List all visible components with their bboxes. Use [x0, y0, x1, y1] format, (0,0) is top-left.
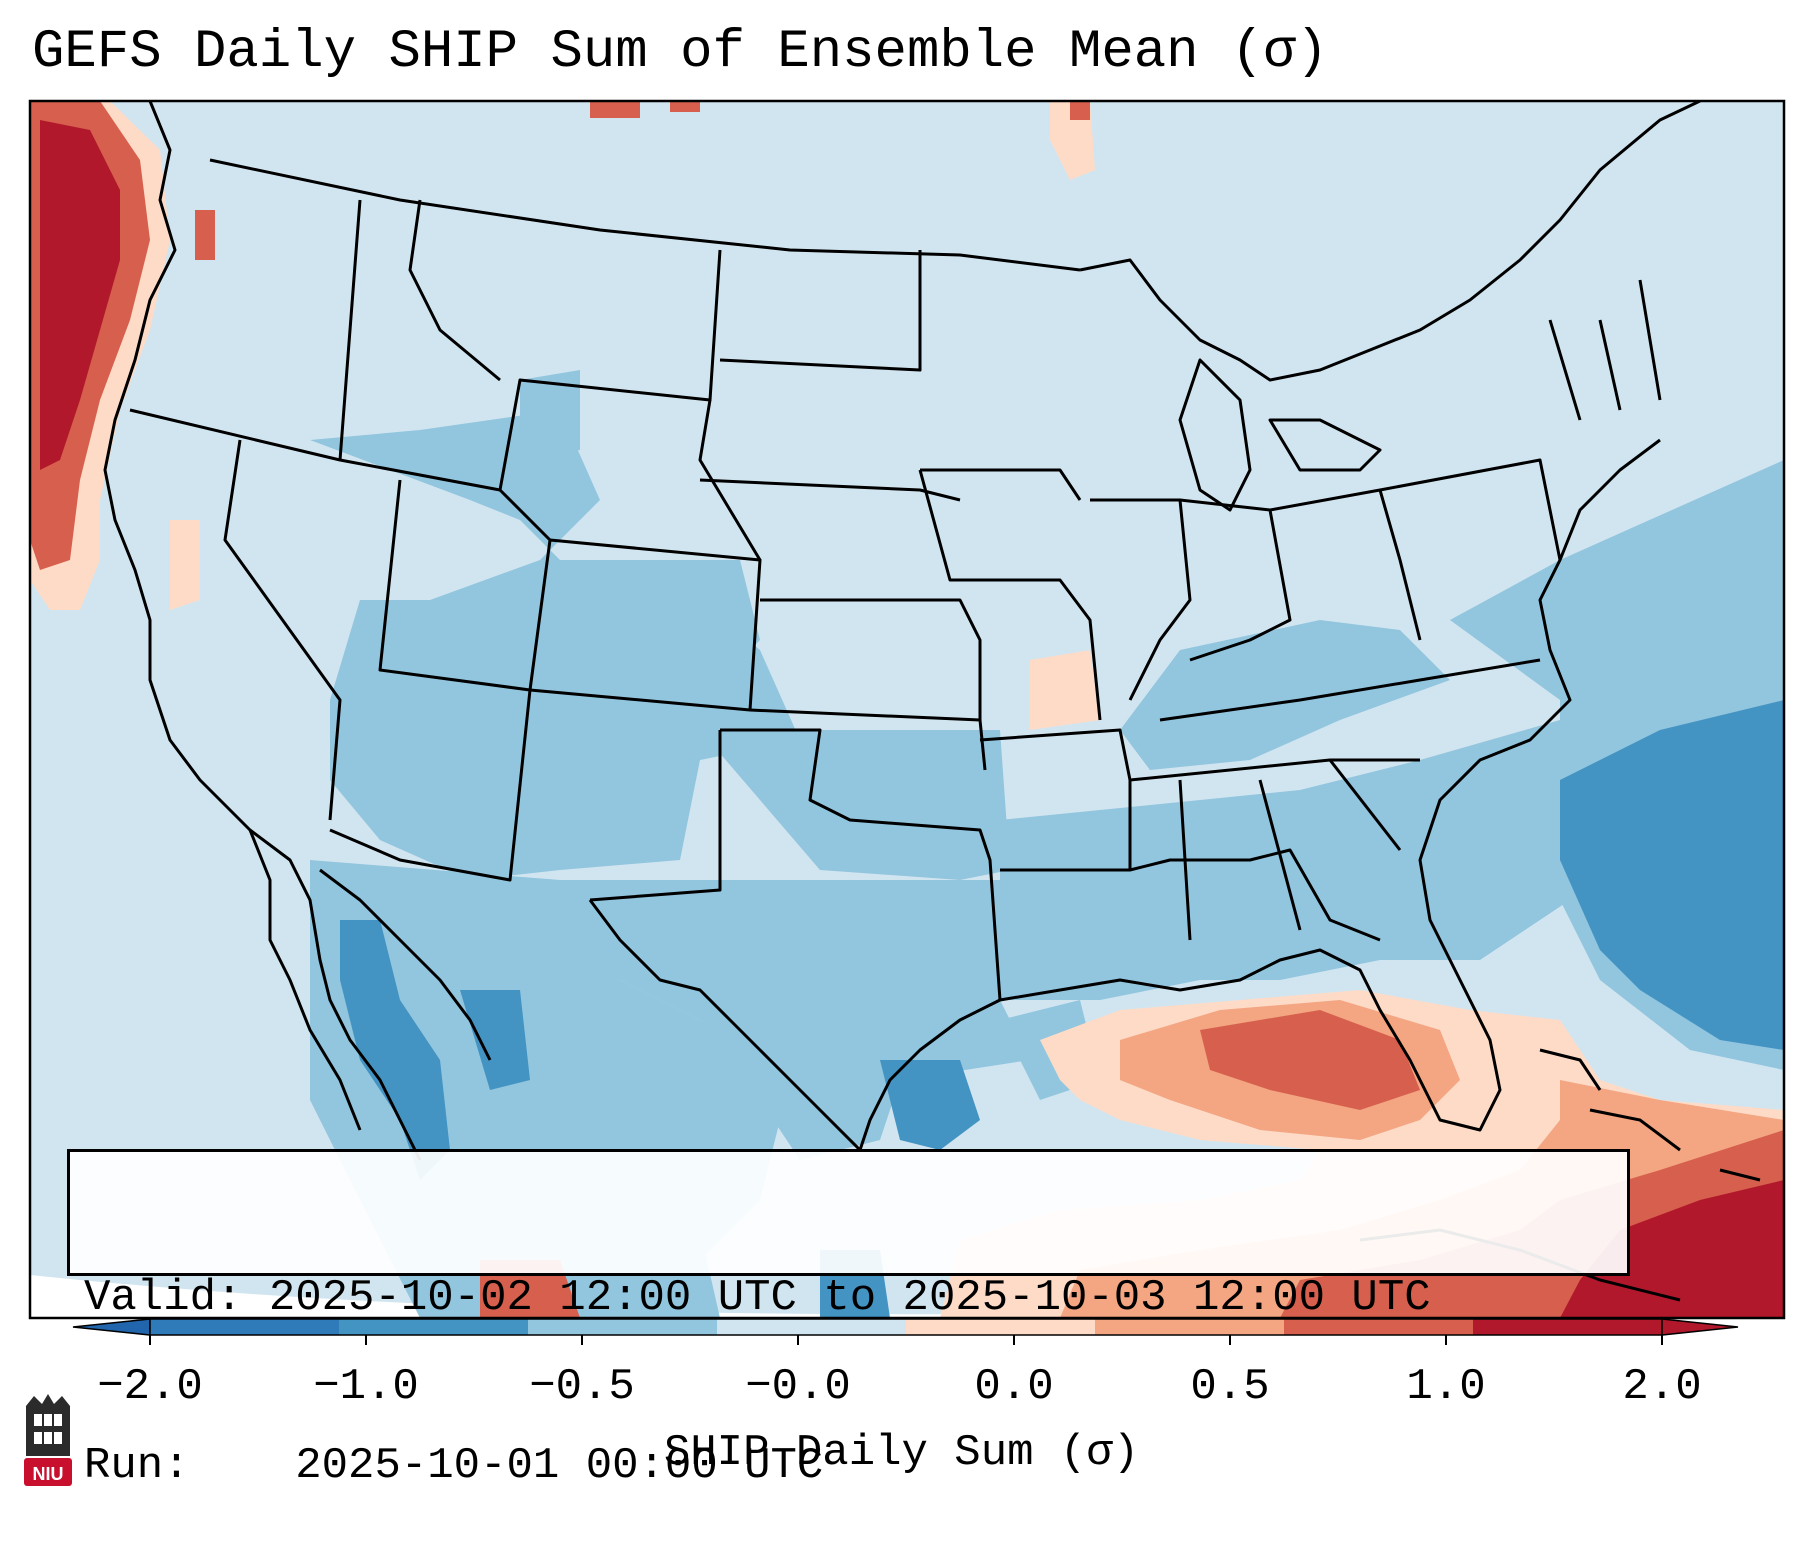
validity-info-box: Valid: 2025-10-02 12:00 UTC to 2025-10-0… [67, 1149, 1630, 1491]
colorbar-tick-label: 0.0 [974, 1362, 1054, 1412]
niu-logo: NIU [24, 1394, 72, 1486]
valid-label: Valid: [84, 1273, 243, 1323]
chart-title: GEFS Daily SHIP Sum of Ensemble Mean (σ) [32, 22, 1329, 83]
map-plot-area [30, 101, 1784, 1318]
colorbar-segment [717, 1319, 907, 1335]
colorbar-label: SHIP Daily Sum (σ) [663, 1428, 1140, 1478]
colorbar-tick-label: 2.0 [1622, 1362, 1702, 1412]
colorbar-segment [339, 1319, 529, 1335]
colorbar-ticks [149, 1335, 1663, 1345]
colorbar-extend-high [1661, 1318, 1739, 1336]
colorbar-segment [906, 1319, 1096, 1335]
colorbar-segment [1095, 1319, 1285, 1335]
borders [103, 101, 1701, 1161]
colorbar-tick-label: −0.0 [745, 1362, 851, 1412]
colorbar-tick-label: 0.5 [1190, 1362, 1270, 1412]
logo-text: NIU [33, 1464, 64, 1484]
colorbar-segment [1284, 1319, 1474, 1335]
colorbar-tick-label: −0.5 [529, 1362, 635, 1412]
colorbar-segments [149, 1318, 1663, 1336]
valid-value: 2025-10-02 12:00 UTC to 2025-10-03 12:00… [268, 1273, 1431, 1323]
colorbar-tick-label: −2.0 [97, 1362, 203, 1412]
map-frame [28, 99, 1786, 1320]
anomaly-light-blue [310, 370, 1784, 1318]
colorbar [72, 1318, 1739, 1345]
valid-row: Valid: 2025-10-02 12:00 UTC to 2025-10-0… [84, 1270, 1627, 1326]
run-label: Run: [84, 1441, 190, 1491]
colorbar-segment [1473, 1319, 1663, 1335]
run-value: 2025-10-01 00:00 UTC [295, 1441, 824, 1491]
colorbar-tick-label: 1.0 [1406, 1362, 1486, 1412]
anomaly-mid-blue [340, 700, 1784, 1318]
colorbar-segment [150, 1319, 340, 1335]
run-row: Run: 2025-10-01 00:00 UTC [84, 1438, 1627, 1494]
colorbar-tick-label: −1.0 [313, 1362, 419, 1412]
colorbar-segment [528, 1319, 718, 1335]
